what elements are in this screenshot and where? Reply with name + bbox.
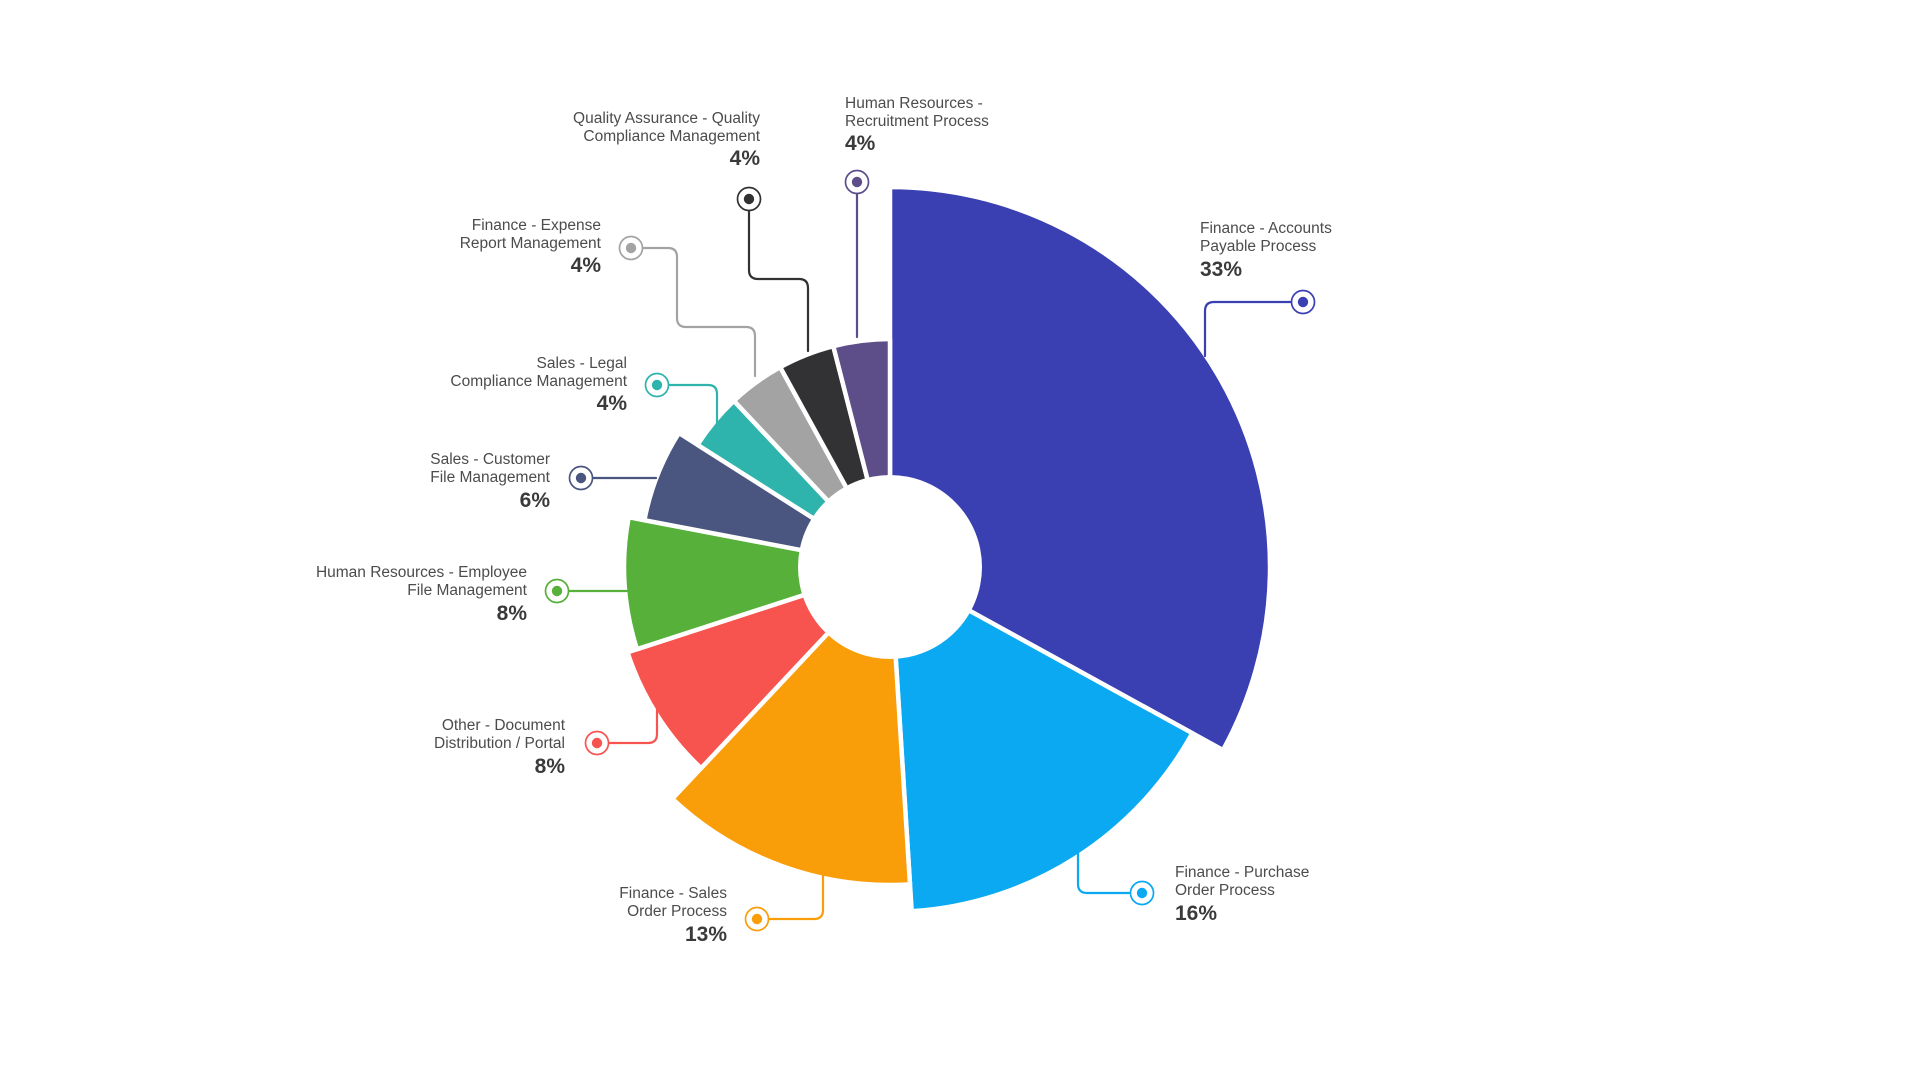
callout-percentage: 13% <box>685 923 727 946</box>
callout-label-line: Sales - Customer <box>430 451 550 468</box>
pie-slice-finance-purchase-order-process[interactable] <box>887 564 1195 914</box>
callout-percentage: 33% <box>1200 258 1242 281</box>
callout-label-line: Sales - Legal <box>537 355 627 372</box>
callout-label-line: Quality Assurance - Quality <box>573 110 760 127</box>
callout-label-line: Distribution / Portal <box>434 735 565 752</box>
callout-human-resources-recruitment-process: Human Resources -Recruitment Process 4% <box>844 95 989 339</box>
callout-marker-dot <box>1297 296 1309 308</box>
callout-label-line: Order Process <box>1175 882 1275 899</box>
callout-leader-line <box>747 209 810 353</box>
callout-marker-dot <box>591 737 603 749</box>
callout-leader-line <box>607 696 659 745</box>
callout-marker-dot <box>743 193 755 205</box>
callout-label-line: Report Management <box>460 235 602 252</box>
callout-label-line: Finance - Sales <box>619 885 727 902</box>
callout-marker-dot <box>651 379 663 391</box>
callout-marker-dot <box>575 472 587 484</box>
callout-label-line: Recruitment Process <box>845 113 989 130</box>
callout-leader-line <box>1203 300 1293 358</box>
callout-marker-dot <box>625 242 637 254</box>
callout-label-line: Human Resources - Employee <box>316 564 527 581</box>
callout-label-line: Finance - Purchase <box>1175 864 1309 881</box>
callout-marker-dot <box>851 176 863 188</box>
callout-percentage: 8% <box>535 755 566 778</box>
callout-leader-line <box>667 383 719 426</box>
callout-leader-line <box>767 851 825 921</box>
donut-hole <box>798 475 982 659</box>
pie-slice-human-resources-employee-file-management[interactable] <box>621 514 893 652</box>
callout-label-line: Payable Process <box>1200 238 1317 255</box>
callout-marker-dot <box>751 913 763 925</box>
callout-leader-line <box>1076 844 1131 895</box>
callout-marker-dot <box>1136 887 1148 899</box>
callout-label-line: Finance - Accounts <box>1200 220 1332 237</box>
callout-label-line: File Management <box>430 469 550 486</box>
callout-percentage: 4% <box>571 254 602 277</box>
callout-percentage: 4% <box>730 147 761 170</box>
callout-percentage: 4% <box>845 132 876 155</box>
callout-percentage: 4% <box>597 392 628 415</box>
callout-label-line: Other - Document <box>442 717 566 734</box>
callout-marker-dot <box>551 585 563 597</box>
callout-label-line: Compliance Management <box>583 128 760 145</box>
callout-label-line: Finance - Expense <box>472 217 601 234</box>
callout-percentage: 6% <box>520 489 551 512</box>
callout-leader-line <box>641 246 757 378</box>
callout-label-line: Order Process <box>627 903 727 920</box>
callout-label-line: Human Resources - <box>845 95 983 112</box>
pie-slice-finance-accounts-payable-process[interactable] <box>887 184 1273 753</box>
callout-label-line: Compliance Management <box>450 373 627 390</box>
callout-percentage: 16% <box>1175 902 1217 925</box>
callout-percentage: 8% <box>497 602 528 625</box>
callout-label-line: File Management <box>407 582 527 599</box>
